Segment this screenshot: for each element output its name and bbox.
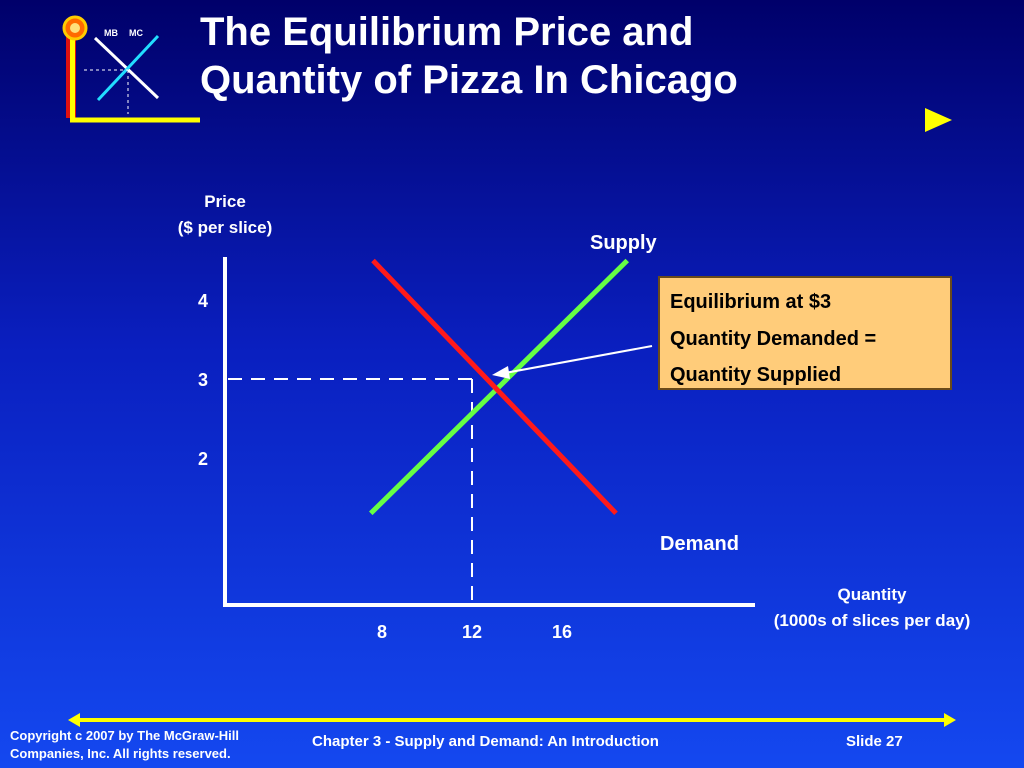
mb-mc-logo: MB MC bbox=[62, 15, 200, 123]
x-tick-label: 8 bbox=[377, 622, 387, 642]
title-line-2: Quantity of Pizza In Chicago bbox=[200, 58, 738, 102]
logo-mb-label: MB bbox=[104, 28, 118, 38]
x-axis-title-line-2: (1000s of slices per day) bbox=[774, 611, 971, 630]
demand-curve bbox=[371, 258, 618, 516]
logo-bar-yellow bbox=[70, 30, 75, 118]
y-axis-title-line-2: ($ per slice) bbox=[178, 218, 273, 237]
copyright-line-2: Companies, Inc. All rights reserved. bbox=[10, 746, 231, 761]
x-tick-label: 12 bbox=[462, 622, 482, 642]
logo-mc-line bbox=[96, 34, 160, 102]
demand-label: Demand bbox=[660, 533, 739, 555]
slide-number: Slide 27 bbox=[846, 733, 903, 750]
copyright-line-1: Copyright c 2007 by The McGraw-Hill bbox=[10, 728, 239, 743]
x-axis-title-line-1: Quantity bbox=[838, 585, 907, 604]
y-tick-label: 4 bbox=[198, 291, 208, 311]
callout-line-1: Equilibrium at $3 bbox=[670, 291, 832, 313]
supply-label: Supply bbox=[590, 232, 658, 254]
callout-pointer-arrowhead bbox=[492, 366, 510, 379]
title-line-1: The Equilibrium Price and bbox=[200, 10, 694, 54]
y-tick-label: 2 bbox=[198, 449, 208, 469]
supply-curve bbox=[368, 258, 630, 516]
y-axis-title-line-1: Price bbox=[204, 192, 246, 211]
callout-line-3: Quantity Supplied bbox=[670, 364, 842, 386]
y-tick-label: 3 bbox=[198, 370, 208, 390]
x-tick-label: 16 bbox=[552, 622, 572, 642]
equilibrium-callout: Equilibrium at $3 Quantity Demanded = Qu… bbox=[658, 276, 952, 390]
callout-line-2: Quantity Demanded = bbox=[670, 327, 877, 350]
logo-mc-label: MC bbox=[129, 28, 143, 38]
slide-title: The Equilibrium Price and Quantity of Pi… bbox=[200, 8, 960, 104]
top-arrow-head bbox=[925, 108, 952, 132]
callout-pointer-line bbox=[504, 345, 653, 374]
chapter-title: Chapter 3 - Supply and Demand: An Introd… bbox=[312, 733, 659, 750]
